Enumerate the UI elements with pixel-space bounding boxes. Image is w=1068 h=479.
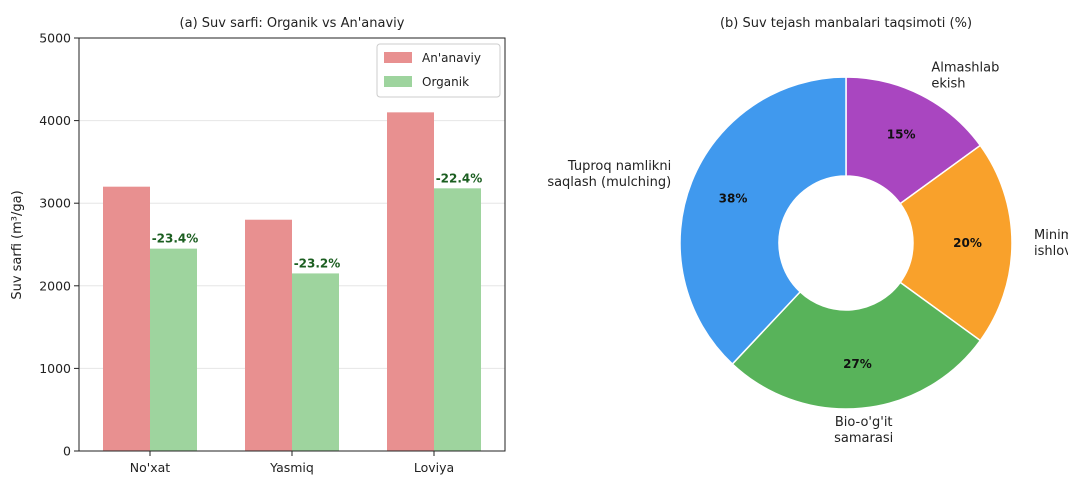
y-tick-label: 5000 bbox=[39, 31, 71, 46]
slice-category-label-line: Minimal bbox=[1034, 228, 1068, 243]
slice-value-label: 15% bbox=[887, 128, 916, 142]
slice-category-label: Bio-o'g'it samarasi bbox=[834, 415, 893, 446]
bar-ananaviy-0 bbox=[103, 186, 150, 451]
slice-value-label: 27% bbox=[843, 357, 872, 371]
slice-category-label: Almashlab ekish bbox=[931, 60, 999, 91]
slice-category-label-line: Almashlab bbox=[931, 60, 999, 75]
legend-swatch-ananaviy bbox=[384, 52, 412, 63]
y-tick-label: 2000 bbox=[39, 278, 71, 293]
slice-category-label-line: saqlash (mulching) bbox=[547, 175, 671, 190]
slice-category-label-line: Tuproq namlikni bbox=[567, 159, 671, 174]
slice-category-label-line: samarasi bbox=[834, 431, 893, 446]
y-axis-label: Suv sarfi (m³/ga) bbox=[10, 190, 25, 299]
bar-chart-annotations: -23.4% -23.2% -22.4% bbox=[152, 171, 483, 270]
reduction-annotation: -23.2% bbox=[294, 256, 341, 270]
bar-chart-axes-frame bbox=[78, 37, 506, 452]
slice-value-label: 20% bbox=[953, 236, 982, 250]
legend-swatch-organik bbox=[384, 76, 412, 87]
bar-ananaviy-1 bbox=[245, 219, 292, 451]
donut-slice-1 bbox=[899, 144, 1013, 342]
bar-chart-x-ticks: No'xat Yasmiq Loviya bbox=[130, 451, 454, 475]
bar-chart-y-ticks: 0 1000 2000 3000 4000 5000 bbox=[39, 31, 79, 459]
donut-chart-title: (b) Suv tejash manbalari taqsimoti (%) bbox=[720, 16, 972, 31]
slice-category-label: Minimalishlov bbox=[1034, 228, 1068, 259]
bar-ananaviy-2 bbox=[387, 112, 434, 451]
donut-slice-2 bbox=[731, 281, 982, 410]
slice-category-label-line: ishlov bbox=[1034, 244, 1068, 259]
slice-category-label-line: Bio-o'g'it bbox=[835, 415, 893, 430]
y-tick-label: 1000 bbox=[39, 361, 71, 376]
x-tick-label: Loviya bbox=[414, 460, 454, 475]
slice-category-label: Tuproq namlikni saqlash (mulching) bbox=[547, 159, 671, 190]
bar-chart-bars bbox=[103, 112, 481, 451]
bar-chart-legend: An'anaviy Organik bbox=[376, 43, 501, 98]
bar-organik-2 bbox=[434, 188, 481, 451]
bar-chart-panel: (a) Suv sarfi: Organik vs An'anaviy 0 100… bbox=[10, 16, 506, 475]
x-tick-label: No'xat bbox=[130, 460, 170, 475]
bar-organik-0 bbox=[150, 248, 197, 451]
slice-value-label: 38% bbox=[719, 191, 748, 205]
legend-label-organik: Organik bbox=[422, 75, 469, 89]
legend-label-ananaviy: An'anaviy bbox=[422, 51, 481, 65]
bar-chart-title: (a) Suv sarfi: Organik vs An'anaviy bbox=[180, 16, 405, 31]
y-tick-label: 3000 bbox=[39, 196, 71, 211]
bar-organik-1 bbox=[292, 273, 339, 451]
slice-category-label-line: ekish bbox=[931, 76, 965, 91]
donut-chart-value-labels: 15% 20% 27% 38% bbox=[719, 128, 982, 371]
donut-slice-3 bbox=[679, 76, 847, 366]
donut-slice-0 bbox=[845, 76, 982, 205]
reduction-annotation: -22.4% bbox=[436, 171, 483, 185]
y-tick-label: 4000 bbox=[39, 113, 71, 128]
donut-chart-slices bbox=[679, 76, 1013, 410]
x-tick-label: Yasmiq bbox=[269, 460, 314, 475]
donut-chart-panel: (b) Suv tejash manbalari taqsimoti (%) 1… bbox=[547, 16, 1068, 446]
reduction-annotation: -23.4% bbox=[152, 232, 199, 246]
y-tick-label: 0 bbox=[63, 444, 71, 459]
